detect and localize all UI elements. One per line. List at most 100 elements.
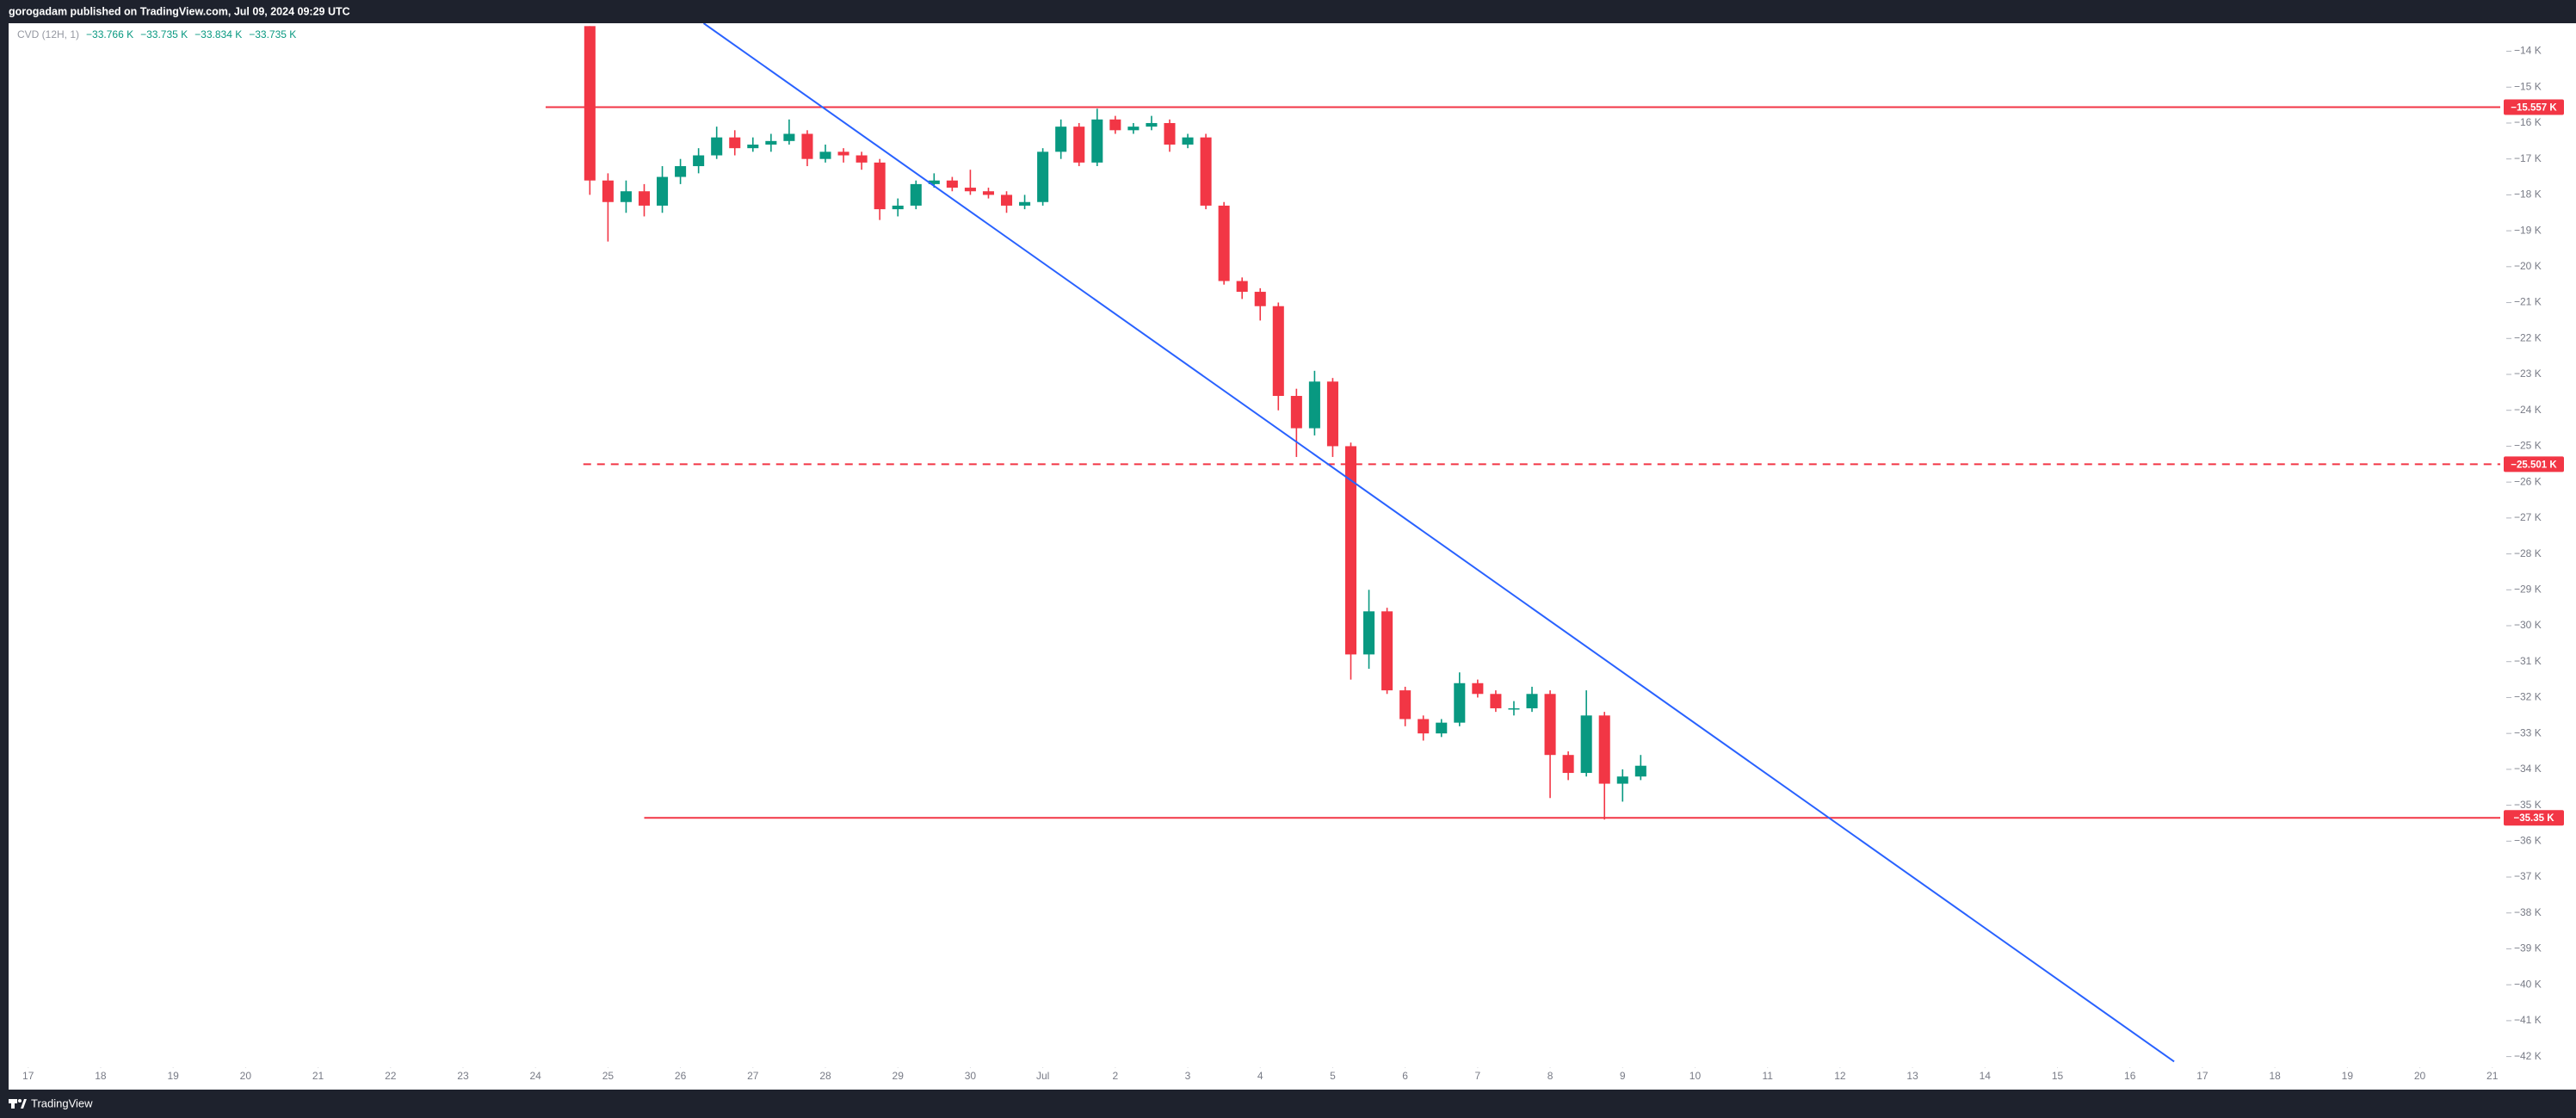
y-tick-label: −27 K bbox=[2514, 511, 2542, 523]
x-tick-label: 5 bbox=[1330, 1070, 1336, 1082]
candle-body bbox=[1544, 694, 1556, 756]
x-tick-label: 18 bbox=[2269, 1070, 2281, 1082]
candle-body bbox=[1019, 201, 1031, 206]
brand-logo bbox=[9, 1099, 27, 1109]
candle-body bbox=[910, 183, 922, 206]
x-tick-label: 7 bbox=[1475, 1070, 1481, 1082]
x-tick-label: 11 bbox=[1762, 1070, 1773, 1082]
x-tick-label: 15 bbox=[2052, 1070, 2064, 1082]
legend-value: −33.735 K bbox=[140, 28, 188, 40]
candle-body bbox=[729, 137, 741, 149]
candle-body bbox=[1508, 707, 1520, 710]
y-tick-label: −39 K bbox=[2514, 942, 2542, 954]
trendline bbox=[702, 23, 2175, 1063]
x-tick-label: 10 bbox=[1690, 1070, 1702, 1082]
x-tick-label: 6 bbox=[1402, 1070, 1408, 1082]
candle-body bbox=[1363, 611, 1375, 655]
price-label: −35.35 K bbox=[2514, 813, 2555, 824]
candle-body bbox=[1236, 281, 1248, 293]
legend-value: −33.766 K bbox=[86, 28, 133, 40]
candle-body bbox=[1580, 715, 1592, 774]
candle-body bbox=[928, 180, 940, 184]
x-tick-label: 26 bbox=[675, 1070, 687, 1082]
x-tick-label: 13 bbox=[1906, 1070, 1918, 1082]
price-label-box bbox=[2504, 810, 2564, 826]
candle-body bbox=[819, 151, 831, 159]
x-tick-label: 3 bbox=[1185, 1070, 1191, 1082]
y-tick-label: −15 K bbox=[2514, 80, 2542, 92]
y-tick-label: −30 K bbox=[2514, 619, 2542, 631]
candle-body bbox=[1200, 137, 1212, 206]
x-tick-label: 19 bbox=[167, 1070, 179, 1082]
candle-body bbox=[1472, 683, 1484, 695]
candle-body bbox=[1490, 694, 1502, 708]
legend-value: −33.735 K bbox=[249, 28, 296, 40]
y-tick-label: −19 K bbox=[2514, 224, 2542, 236]
x-tick-label: Jul bbox=[1036, 1070, 1049, 1082]
x-tick-label: 24 bbox=[529, 1070, 541, 1082]
x-tick-label: 29 bbox=[893, 1070, 905, 1082]
x-tick-label: 2 bbox=[1112, 1070, 1118, 1082]
candle-body bbox=[837, 151, 849, 156]
candle-body bbox=[1290, 396, 1302, 429]
y-tick-label: −37 K bbox=[2514, 870, 2542, 882]
y-tick-label: −29 K bbox=[2514, 583, 2542, 595]
y-tick-label: −26 K bbox=[2514, 475, 2542, 487]
candle-body bbox=[1598, 715, 1610, 784]
x-tick-label: 17 bbox=[22, 1070, 34, 1082]
x-tick-label: 22 bbox=[385, 1070, 397, 1082]
y-tick-label: −41 K bbox=[2514, 1014, 2542, 1026]
x-tick-label: 28 bbox=[819, 1070, 831, 1082]
candle-body bbox=[1127, 127, 1140, 131]
candle-body bbox=[1182, 137, 1194, 145]
y-tick-label: −22 K bbox=[2514, 331, 2542, 343]
x-tick-label: 30 bbox=[965, 1070, 977, 1082]
price-label-box bbox=[2504, 99, 2564, 115]
candle-body bbox=[638, 191, 651, 206]
x-tick-label: 18 bbox=[95, 1070, 107, 1082]
x-tick-label: 25 bbox=[602, 1070, 615, 1082]
x-tick-label: 17 bbox=[2196, 1070, 2208, 1082]
candle-body bbox=[747, 145, 759, 149]
x-tick-label: 27 bbox=[747, 1070, 759, 1082]
y-tick-label: −32 K bbox=[2514, 691, 2542, 703]
candle-body bbox=[1073, 127, 1085, 163]
price-label-box bbox=[2504, 456, 2564, 473]
candle-body bbox=[892, 205, 904, 210]
candle-body bbox=[1399, 690, 1412, 720]
x-tick-label: 23 bbox=[457, 1070, 469, 1082]
y-tick-label: −23 K bbox=[2514, 368, 2542, 380]
candle-body bbox=[1000, 195, 1013, 206]
x-tick-label: 20 bbox=[240, 1070, 252, 1082]
candle-body bbox=[1436, 722, 1448, 734]
candle-body bbox=[1634, 765, 1646, 777]
candle-body bbox=[1526, 694, 1538, 708]
x-tick-label: 20 bbox=[2414, 1070, 2426, 1082]
legend-value: −33.834 K bbox=[195, 28, 242, 40]
y-tick-label: −31 K bbox=[2514, 655, 2542, 667]
brand-name: TradingView bbox=[31, 1096, 93, 1109]
candle-body bbox=[620, 191, 632, 202]
x-tick-label: 19 bbox=[2342, 1070, 2354, 1082]
candle-body bbox=[1344, 446, 1357, 655]
y-tick-label: −24 K bbox=[2514, 404, 2542, 416]
candle-body bbox=[1454, 683, 1466, 723]
candle-body bbox=[1146, 122, 1158, 127]
publish-title: gorogadam published on TradingView.com, … bbox=[9, 5, 350, 17]
candle-body bbox=[1326, 381, 1338, 447]
candle-body bbox=[1562, 755, 1574, 774]
y-tick-label: −18 K bbox=[2514, 188, 2542, 201]
candle-body bbox=[1164, 122, 1176, 145]
y-tick-label: −21 K bbox=[2514, 296, 2542, 308]
y-tick-label: −35 K bbox=[2514, 799, 2542, 811]
candle-body bbox=[1055, 127, 1067, 152]
candle-body bbox=[1218, 205, 1230, 281]
y-tick-label: −14 K bbox=[2514, 45, 2542, 57]
y-tick-label: −17 K bbox=[2514, 152, 2542, 164]
candle-body bbox=[982, 191, 994, 195]
candle-body bbox=[602, 180, 614, 202]
price-label: −25.501 K bbox=[2511, 460, 2557, 470]
candle-body bbox=[856, 155, 868, 163]
candle-body bbox=[1381, 611, 1393, 691]
